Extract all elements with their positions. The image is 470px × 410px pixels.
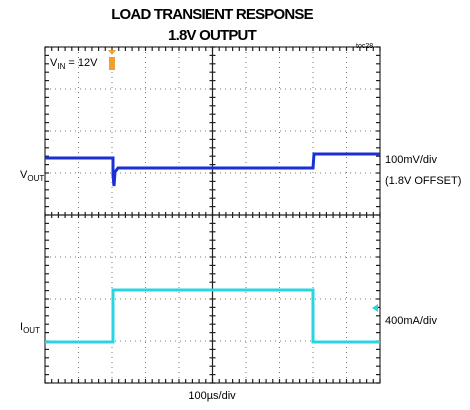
grid bbox=[44, 46, 381, 384]
title: LOAD TRANSIENT RESPONSE bbox=[111, 6, 313, 23]
timebase: 100µs/div bbox=[188, 390, 236, 402]
trigger-marker bbox=[108, 50, 116, 70]
iout-trace bbox=[45, 288, 380, 344]
subtitle: 1.8V OUTPUT bbox=[168, 27, 257, 44]
vout-trace bbox=[45, 152, 380, 187]
vout-offset: (1.8V OFFSET) bbox=[385, 175, 461, 187]
frame bbox=[44, 46, 381, 384]
vin-label: VIN = 12V bbox=[50, 57, 98, 71]
iout-scale: 400mA/div bbox=[385, 315, 437, 327]
vout-scale: 100mV/div bbox=[385, 154, 437, 166]
trigger-level-marker bbox=[372, 304, 378, 312]
vout-label: VOUT bbox=[20, 169, 44, 183]
iout-label: IOUT bbox=[20, 321, 40, 335]
